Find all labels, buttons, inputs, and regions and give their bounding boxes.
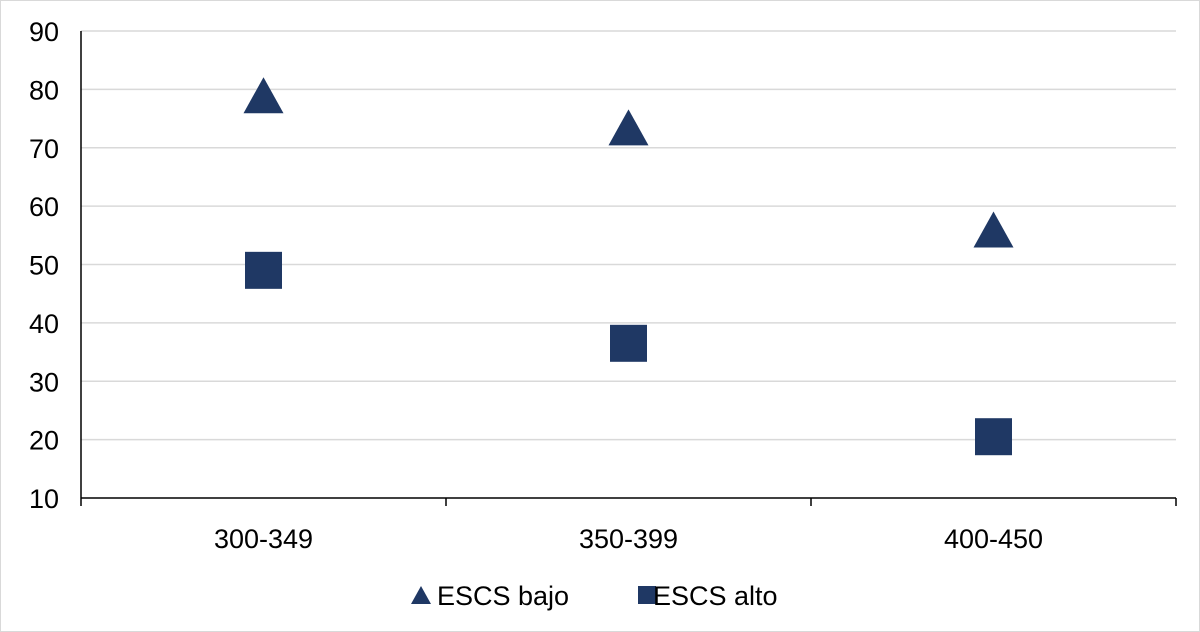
y-tick-label: 70 <box>29 134 59 164</box>
x-tick-label: 400-450 <box>944 524 1043 554</box>
y-tick-label: 60 <box>29 192 59 222</box>
square-marker <box>610 324 647 362</box>
triangle-marker <box>243 77 284 114</box>
x-tick-label: 350-399 <box>579 524 678 554</box>
legend-marker-triangle <box>411 586 431 604</box>
gridlines <box>81 30 1176 441</box>
y-tick-label: 20 <box>29 426 59 456</box>
y-axis: 10 20 30 40 50 60 70 80 90 <box>29 17 82 514</box>
triangle-marker <box>973 211 1014 248</box>
x-axis: 300-349 350-399 400-450 <box>80 497 1177 554</box>
y-tick-label: 90 <box>29 17 59 47</box>
y-tick-label: 80 <box>29 75 59 105</box>
square-marker <box>975 418 1012 456</box>
x-tick-label: 300-349 <box>214 524 313 554</box>
square-marker <box>245 251 282 289</box>
y-tick-label: 10 <box>29 484 59 514</box>
y-tick-label: 40 <box>29 309 59 339</box>
data-markers <box>243 77 1014 456</box>
y-tick-label: 50 <box>29 251 59 281</box>
legend-marker-square <box>638 586 656 604</box>
legend: ESCS bajo ESCS alto <box>411 581 778 611</box>
triangle-marker <box>608 109 649 146</box>
legend-label: ESCS alto <box>653 581 778 611</box>
y-tick-label: 30 <box>29 367 59 397</box>
legend-label: ESCS bajo <box>437 581 569 611</box>
